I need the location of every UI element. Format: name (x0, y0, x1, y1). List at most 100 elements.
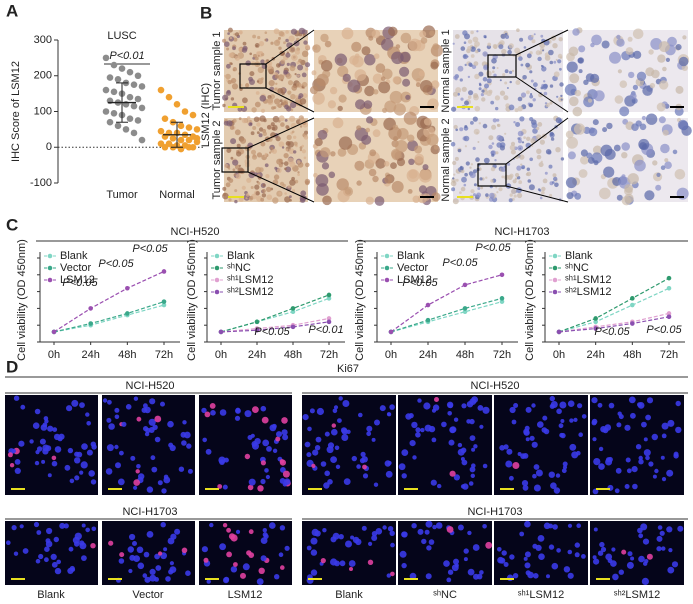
cell (299, 146, 303, 150)
cell (294, 73, 297, 76)
cell (664, 158, 669, 163)
cell (105, 468, 113, 475)
cell (578, 69, 583, 74)
cell (121, 421, 127, 427)
cell (467, 75, 471, 79)
cell (232, 168, 236, 172)
cell (627, 551, 633, 557)
cell (454, 156, 459, 161)
cell (291, 130, 295, 134)
cell (435, 522, 443, 529)
point (462, 282, 468, 288)
cell (135, 469, 140, 474)
cell (157, 480, 163, 486)
cell (266, 194, 273, 200)
cell (107, 399, 112, 405)
cell (391, 51, 404, 65)
x-tick-label: 0h (553, 349, 565, 361)
cell (271, 126, 276, 131)
cell (226, 165, 231, 169)
cell (306, 576, 314, 584)
cell (226, 63, 231, 69)
cell (309, 408, 315, 414)
cell (631, 466, 638, 473)
cell (250, 131, 255, 136)
cell (290, 93, 296, 100)
cell (557, 53, 563, 59)
cell (454, 563, 459, 568)
cell (151, 466, 158, 473)
cell (258, 133, 263, 138)
cell (210, 410, 216, 416)
cell (219, 543, 227, 551)
micrograph (102, 395, 195, 495)
cell (276, 431, 282, 438)
cell (301, 72, 307, 78)
cell (275, 82, 278, 86)
x-tick-label: 0h (215, 349, 227, 361)
cell (543, 428, 550, 435)
cell (457, 524, 464, 531)
micrograph (199, 521, 292, 585)
cell (234, 199, 238, 204)
cell (249, 122, 253, 126)
cell (311, 463, 316, 468)
legend-label: ˢʰ²LSM12 (565, 286, 611, 298)
cell (472, 36, 479, 43)
cell (303, 156, 307, 160)
cell (493, 73, 497, 78)
cell (342, 73, 351, 82)
cell (567, 151, 576, 160)
cell (473, 573, 479, 580)
cell (278, 141, 285, 148)
cell (50, 553, 57, 561)
cell (297, 173, 300, 177)
zoom-link (247, 117, 315, 149)
cell (545, 149, 552, 155)
annotation: P<0.05 (254, 326, 290, 338)
cell (278, 158, 283, 163)
dot (185, 124, 193, 131)
cell (460, 457, 465, 461)
cell (513, 121, 516, 124)
cell (566, 61, 578, 73)
cell (348, 560, 356, 567)
cell (389, 530, 395, 536)
cell (79, 540, 85, 546)
cell (518, 56, 523, 61)
point (593, 316, 598, 321)
cell (367, 559, 374, 565)
cell (476, 192, 482, 198)
cell (375, 158, 386, 169)
cell (482, 524, 487, 529)
cell (560, 98, 563, 101)
cell (33, 521, 40, 528)
cell (511, 419, 517, 425)
cell (228, 52, 234, 58)
cell (260, 478, 266, 485)
annotation: P<0.01 (308, 324, 343, 336)
cell (53, 536, 59, 543)
cell (242, 41, 247, 46)
dot (110, 88, 118, 96)
cell (42, 444, 50, 452)
cell (472, 146, 476, 150)
cell (255, 191, 260, 196)
cell (523, 136, 526, 140)
cell (465, 161, 470, 166)
cell (489, 192, 495, 199)
cell (79, 402, 85, 408)
cell (542, 49, 545, 52)
cell (430, 61, 439, 70)
cell (487, 42, 492, 47)
cell (677, 525, 684, 532)
cell (320, 558, 326, 564)
image-bg (453, 118, 563, 202)
micrograph (302, 395, 396, 495)
cell (128, 568, 133, 574)
cell (417, 398, 422, 403)
y-axis-label: LSM12 (IHC) (200, 83, 212, 147)
cell (312, 44, 321, 53)
point (425, 302, 431, 308)
cell (597, 550, 604, 556)
